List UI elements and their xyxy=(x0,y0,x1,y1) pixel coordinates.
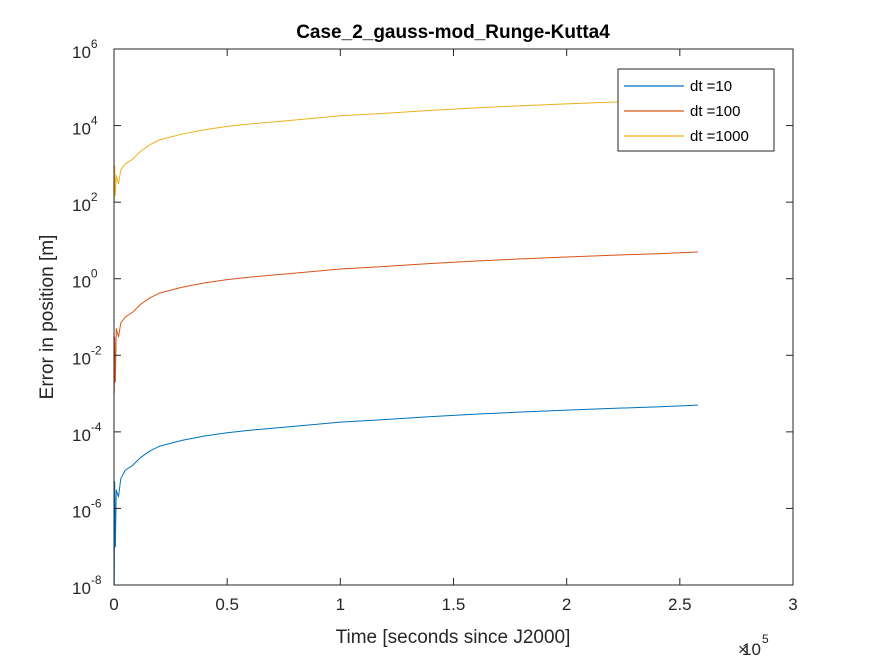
y-tick-label: 10-4 xyxy=(72,420,102,445)
x-axis-title: Time [seconds since J2000] xyxy=(336,627,571,648)
x-tick-label: 0 xyxy=(109,595,118,614)
y-tick-label: 10-6 xyxy=(72,496,102,521)
x-multiplier-base: 10 xyxy=(742,640,761,656)
x-multiplier-times: × xyxy=(738,640,748,656)
y-tick-label: 10-8 xyxy=(72,573,102,598)
x-tick-label: 2.5 xyxy=(668,595,692,614)
legend-label: dt =10 xyxy=(690,78,732,95)
x-tick-label: 3 xyxy=(788,595,797,614)
x-tick-label: 1 xyxy=(336,595,345,614)
y-tick-label: 106 xyxy=(72,37,98,62)
series-line-2 xyxy=(113,251,698,394)
y-tick-label: 104 xyxy=(72,114,98,139)
x-tick-label: 1.5 xyxy=(442,595,466,614)
y-tick-label: 102 xyxy=(72,190,98,215)
series-layer xyxy=(113,98,698,586)
y-axis-title: Error in position [m] xyxy=(37,235,58,400)
legend-label: dt =100 xyxy=(690,103,740,120)
series-line-3 xyxy=(113,98,698,203)
x-multiplier-exp: 5 xyxy=(762,632,769,646)
x-tick-label: 2 xyxy=(562,595,571,614)
legend-box xyxy=(617,68,775,152)
ticks-layer: 0 0.5 1 1.5 2 2.5 3 10-8 10-6 10-4 10-2 100 102 104 10… xyxy=(72,37,798,614)
chart-title: Case_2_gauss-mod_Runge-Kutta4 xyxy=(296,22,610,43)
x-multiplier: 10 × 5 xyxy=(738,632,769,656)
legend-label: dt =1000 xyxy=(690,128,749,145)
legend[interactable]: dt =10 dt =100 dt =1000 xyxy=(617,68,775,152)
x-tick-label: 0.5 xyxy=(215,595,239,614)
series-line-1 xyxy=(113,404,698,586)
y-tick-label: 100 xyxy=(72,267,98,292)
y-tick-label: 10-2 xyxy=(72,343,102,368)
